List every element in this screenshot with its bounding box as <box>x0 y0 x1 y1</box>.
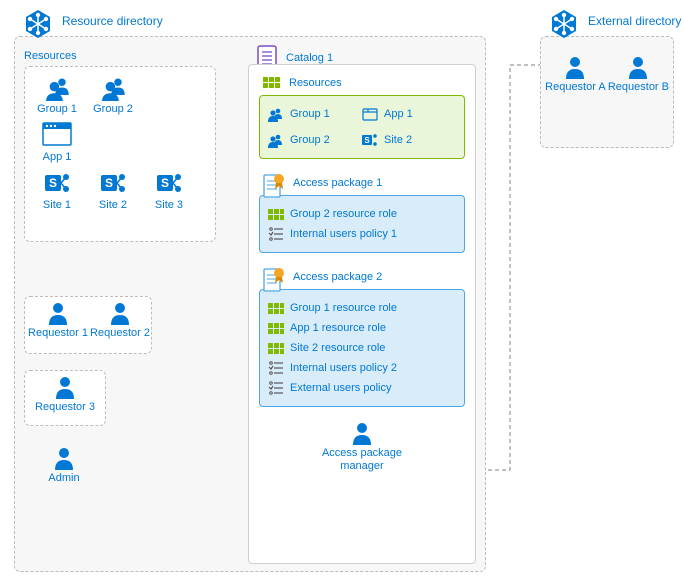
package-icon <box>261 267 285 293</box>
package-icon <box>261 173 285 199</box>
group-icon <box>99 75 127 101</box>
requestors-row1-box: Requestor 1 Requestor 2 <box>24 296 152 354</box>
grid-icon <box>263 77 281 89</box>
resource-directory-title: Resource directory <box>62 14 163 28</box>
catalog-app-1: App 1 <box>362 104 456 124</box>
requestor-1: Requestor 1 <box>29 301 87 339</box>
requestor-2: Requestor 2 <box>91 301 149 339</box>
catalog-site-2: Site 2 <box>362 130 456 150</box>
requestor-3: Requestor 3 <box>25 371 105 413</box>
package2-policy2: External users policy <box>268 378 456 398</box>
policy-icon <box>268 360 284 376</box>
directory-icon <box>548 8 580 40</box>
site-3: Site 3 <box>145 169 193 211</box>
package1-role1: Group 2 resource role <box>268 204 456 224</box>
group-sm-icon <box>268 133 284 148</box>
policy-icon <box>268 380 284 396</box>
package2-policy1: Internal users policy 2 <box>268 358 456 378</box>
person-icon <box>53 375 77 399</box>
sharepoint-icon <box>43 169 71 197</box>
admin: Admin <box>34 446 94 484</box>
catalog-group-2: Group 2 <box>268 130 362 150</box>
resources-title: Resources <box>24 50 77 62</box>
group-sm-icon <box>268 107 284 122</box>
site-1: Site 1 <box>33 169 81 211</box>
group-icon <box>43 75 71 101</box>
app-icon <box>41 119 73 149</box>
app-sm-icon <box>362 107 378 122</box>
person-icon <box>350 421 374 445</box>
policy-icon <box>268 226 284 242</box>
grid-icon <box>268 209 284 220</box>
package1-policy1: Internal users policy 1 <box>268 224 456 244</box>
grid-icon <box>268 343 284 354</box>
catalog-box: Resources Group 1 App 1 Group 2 Site 2 <box>248 64 476 564</box>
person-icon <box>52 446 76 470</box>
package1-title: Access package 1 <box>293 177 382 189</box>
catalog-group-1: Group 1 <box>268 104 362 124</box>
external-directory-title: External directory <box>588 14 681 28</box>
requestor-a: Requestor A <box>545 55 606 93</box>
package2-role3: Site 2 resource role <box>268 338 456 358</box>
access-package-manager: Access package manager <box>249 421 475 473</box>
group-2: Group 2 <box>89 75 137 115</box>
catalog-resources-title: Resources <box>289 77 342 89</box>
requestor-3-box: Requestor 3 <box>24 370 106 426</box>
person-icon <box>563 55 587 79</box>
site-sm-icon <box>362 133 378 147</box>
sharepoint-icon <box>99 169 127 197</box>
requestor-b: Requestor B <box>608 55 669 93</box>
package2-title: Access package 2 <box>293 271 382 283</box>
person-icon <box>46 301 70 325</box>
person-icon <box>626 55 650 79</box>
catalog-title: Catalog 1 <box>286 52 333 64</box>
grid-icon <box>268 323 284 334</box>
directory-icon <box>22 8 54 40</box>
external-directory-box: Requestor A Requestor B <box>540 36 674 148</box>
package2-box: Group 1 resource role App 1 resource rol… <box>259 289 465 407</box>
site-2: Site 2 <box>89 169 137 211</box>
group-1: Group 1 <box>33 75 81 115</box>
catalog-resources-box: Group 1 App 1 Group 2 Site 2 <box>259 95 465 159</box>
grid-icon <box>268 303 284 314</box>
package2-role1: Group 1 resource role <box>268 298 456 318</box>
resources-box: Group 1 Group 2 App 1 Site 1 Site 2 Site… <box>24 66 216 242</box>
sharepoint-icon <box>155 169 183 197</box>
app-1: App 1 <box>33 119 81 163</box>
package2-role2: App 1 resource role <box>268 318 456 338</box>
person-icon <box>108 301 132 325</box>
package1-box: Group 2 resource role Internal users pol… <box>259 195 465 253</box>
